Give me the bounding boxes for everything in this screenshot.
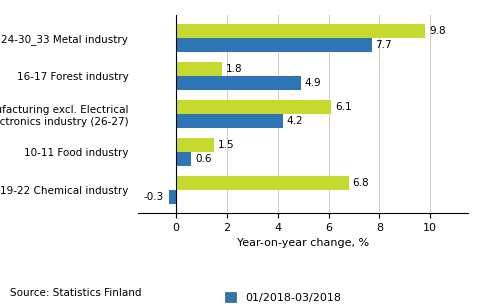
- Bar: [169, 190, 176, 204]
- Text: Source: Statistics Finland: Source: Statistics Finland: [10, 288, 141, 298]
- X-axis label: Year-on-year change, %: Year-on-year change, %: [237, 238, 369, 248]
- Text: -0.3: -0.3: [143, 192, 164, 202]
- Bar: [176, 114, 283, 128]
- Text: 4.9: 4.9: [305, 78, 321, 88]
- Bar: [176, 100, 331, 114]
- Bar: [176, 38, 372, 52]
- Text: 9.8: 9.8: [429, 26, 446, 36]
- Bar: [176, 76, 301, 90]
- Text: 6.1: 6.1: [335, 102, 352, 112]
- Bar: [176, 24, 425, 38]
- Bar: [176, 176, 349, 190]
- Text: 4.2: 4.2: [287, 116, 303, 126]
- Text: 0.6: 0.6: [195, 154, 211, 164]
- Text: 1.8: 1.8: [226, 64, 243, 74]
- Legend: 01/2018-03/2018, 01/2017-03/2017: 01/2018-03/2018, 01/2017-03/2017: [221, 288, 346, 304]
- Bar: [176, 152, 191, 166]
- Bar: [176, 62, 222, 76]
- Text: 7.7: 7.7: [376, 40, 392, 50]
- Text: 1.5: 1.5: [218, 140, 235, 150]
- Bar: [176, 138, 214, 152]
- Text: 6.8: 6.8: [353, 178, 369, 188]
